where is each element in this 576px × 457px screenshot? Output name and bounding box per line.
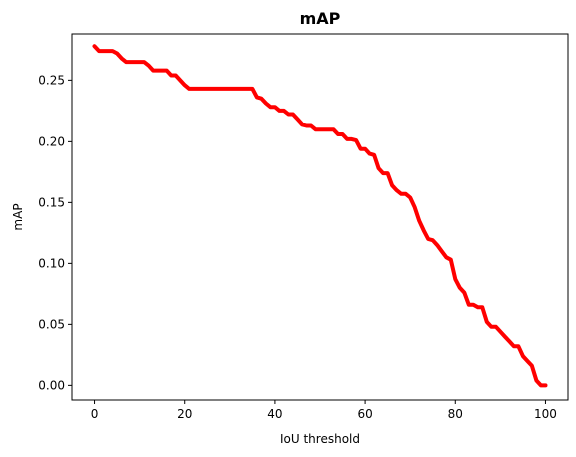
x-axis-label: IoU threshold — [280, 432, 360, 446]
x-tick-label: 0 — [91, 407, 99, 421]
x-tick-label: 100 — [534, 407, 557, 421]
series-line — [92, 44, 548, 388]
y-tick-label: 0.25 — [38, 73, 65, 87]
y-tick-label: 0.20 — [38, 134, 65, 148]
chart-title: mAP — [300, 9, 341, 28]
x-tick-label: 80 — [448, 407, 463, 421]
plot-area-frame — [71, 33, 569, 401]
x-tick-label: 40 — [267, 407, 282, 421]
x-tick-label: 60 — [357, 407, 372, 421]
x-axis: 0 20 40 60 80 100 — [91, 400, 557, 421]
y-axis: 0.00 0.05 0.10 0.15 0.20 0.25 — [38, 73, 72, 392]
y-tick-label: 0.00 — [38, 378, 65, 392]
y-axis-label: mAP — [11, 203, 25, 230]
y-tick-label: 0.10 — [38, 256, 65, 270]
y-tick-label: 0.05 — [38, 317, 65, 331]
y-tick-label: 0.15 — [38, 195, 65, 209]
x-tick-label: 20 — [177, 407, 192, 421]
